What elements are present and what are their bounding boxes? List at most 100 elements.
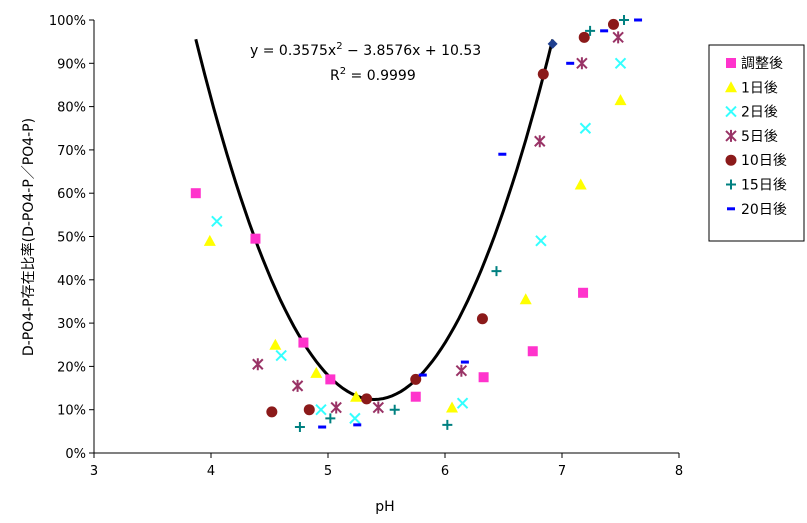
legend: 調整後 1日後 2日後 5日後 10日後 15日後 20日後 [708,44,805,242]
x-tick-label: 4 [207,464,215,479]
data-point [600,29,609,33]
data-point [211,215,223,228]
series-group [266,18,619,418]
data-point [410,391,421,402]
data-point [607,18,619,30]
legend-marker [725,105,737,118]
data-point [446,401,459,413]
y-tick-label: 50% [57,231,86,246]
y-tick-label: 10% [57,404,86,419]
data-point [478,372,489,383]
data-point [537,68,549,80]
legend-item: 5日後 [725,129,778,145]
data-point [612,31,624,44]
legend-label: 5日後 [741,129,778,145]
legend-label: 15日後 [741,178,787,194]
data-point [619,15,630,25]
data-point [310,366,323,378]
data-point [456,397,469,409]
data-point [250,233,261,244]
data-point [315,403,327,416]
data-point [579,122,592,134]
data-point [574,178,587,190]
data-point [294,422,305,433]
y-tick-label: 40% [57,274,86,289]
x-tick-label: 8 [675,464,683,479]
trendline-r2: R2 = 0.9999 [330,66,416,84]
y-tick-label: 80% [57,101,86,116]
data-point [527,346,538,357]
data-point [361,393,373,405]
series-group [318,18,643,429]
legend-label: 20日後 [741,202,787,218]
data-point [418,373,427,377]
series-group [211,57,627,425]
y-tick-label: 70% [57,144,86,159]
x-tick-label: 6 [441,464,449,479]
y-tick-label: 100% [49,14,86,29]
legend-item: 20日後 [727,202,787,218]
data-point [460,360,469,364]
legend-box [708,44,805,242]
legend-label: 10日後 [741,153,787,169]
legend-item: 10日後 [725,153,787,169]
x-tick-label: 5 [324,464,332,479]
legend-item: 15日後 [726,178,787,194]
data-point [476,313,488,325]
data-point [534,135,546,148]
data-point [325,374,336,385]
data-point [614,94,627,106]
legend-item: 調整後 [726,56,783,72]
data-point [298,337,309,348]
data-point [578,31,590,43]
trendline-equation-block: y = 0.3575x2 − 3.8576x + 10.53 R2 = 0.99… [250,41,481,84]
data-point [291,379,304,392]
data-point [349,412,361,425]
data-point [389,404,400,415]
x-axis-title: pH [375,499,394,515]
data-point [190,188,201,199]
data-point [491,266,502,277]
data-point [578,287,589,298]
data-point [303,404,315,416]
data-point [275,349,287,362]
data-point [547,38,558,49]
data-point [330,401,342,414]
data-point [325,413,336,424]
legend-item: 2日後 [725,105,778,121]
data-point [252,358,264,371]
legend-label: 2日後 [741,105,778,121]
data-point [498,152,507,156]
trendline-equation: y = 0.3575x2 − 3.8576x + 10.53 [250,41,481,59]
data-point [203,234,216,246]
legend-item: 1日後 [725,80,778,96]
x-tick-label: 7 [558,464,566,479]
y-axis-title: D-PO4-P存在比率(D-PO4-P／PO4-P) [20,118,37,356]
data-point [535,235,547,247]
data-point [566,61,575,65]
data-point [455,364,468,377]
data-point [318,425,327,429]
legend-marker [725,129,737,142]
y-tick-label: 0% [65,447,86,462]
series-group [294,15,630,433]
data-point [634,18,643,22]
data-point [269,338,282,350]
legend-label: 調整後 [741,56,783,72]
x-axis-ticks: 3 4 5 6 7 8 [90,453,683,479]
y-tick-label: 20% [57,360,86,375]
data-point [614,57,627,70]
plot-area [93,20,679,454]
data-point [350,390,363,402]
data-point [410,373,422,385]
y-tick-label: 90% [57,57,86,72]
data-point [585,25,596,36]
legend-marker [726,179,736,190]
y-tick-label: 30% [57,317,86,332]
y-tick-label: 60% [57,187,86,202]
data-point [266,406,278,418]
series-group [190,188,589,402]
series-group [203,94,627,413]
legend-marker [725,81,737,93]
